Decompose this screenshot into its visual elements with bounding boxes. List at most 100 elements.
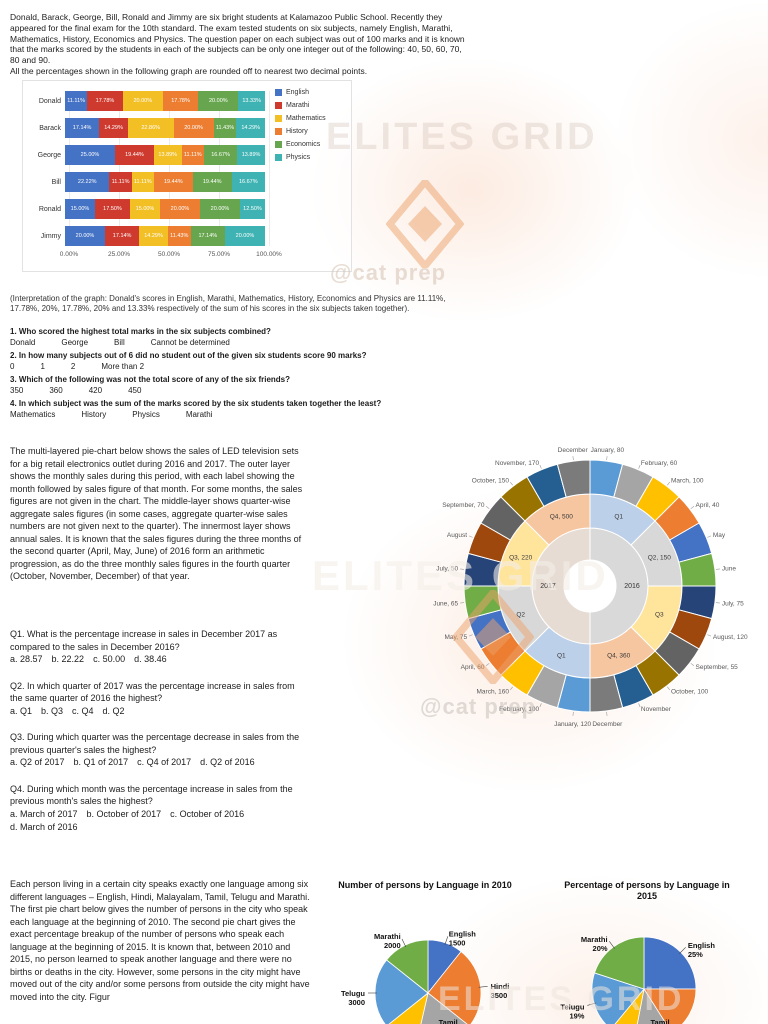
bar-category-label: Barack — [39, 124, 61, 132]
bar-row: George 25.00% 19.44% 13.89% 11.11% 16.67% 13.8… — [29, 145, 265, 165]
question-block: Q2. In which quarter of 2017 was the per… — [10, 680, 304, 718]
bar-legend: English Marathi Mathematics History Economic… — [275, 89, 326, 167]
bar-segment: 16.67% — [203, 145, 238, 165]
pie-label: Tamil — [439, 1018, 458, 1024]
axis-tick-label: 100.00% — [256, 251, 282, 258]
bar-row: Barack 17.14% 14.29% 22.86% 20.00% 11.43% 14.2… — [29, 118, 265, 138]
month-label: September, 55 — [696, 664, 739, 671]
language-2015-pie-chart: English 25% Tamil Telugu 19% Marathi 20% — [560, 935, 715, 1024]
answer-option: 0 — [10, 362, 15, 371]
leader-line — [468, 535, 473, 538]
answer-option: a. Q1 — [10, 705, 33, 716]
leader-line — [485, 663, 490, 666]
leader-line — [715, 602, 720, 604]
intro-block: Donald, Barack, George, Bill, Ronald and… — [10, 12, 466, 77]
bar-segment: 20.00% — [198, 91, 239, 111]
axis-tick-label: 0.00% — [59, 251, 79, 258]
stacked-bar-chart: Donald 11.11% 17.78% 20.00% 17.78% 20.00% 13.3… — [22, 80, 352, 272]
leader-line — [679, 947, 686, 954]
axis-tick-label: 50.00% — [157, 251, 181, 258]
answer-option: d. Q2 of 2016 — [200, 757, 255, 767]
legend-label: Economics — [286, 141, 321, 148]
legend-item: History — [275, 128, 326, 135]
question-options: a. Q2 of 2017 b. Q1 of 2017 c. Q4 of 2017 d… — [10, 756, 304, 769]
bar-segment: 11.11% — [65, 91, 88, 111]
legend-label: Physics — [286, 154, 311, 161]
legend-item: Economics — [275, 141, 326, 148]
bar-row: Bill 22.22% 11.11% 11.11% 19.44% 19.44% 16.67% — [29, 172, 265, 192]
month-label: August, 120 — [713, 634, 748, 641]
month-label: October, 150 — [472, 477, 510, 484]
bar-segment: 13.89% — [237, 145, 265, 165]
bar-segment: 15.00% — [130, 199, 160, 219]
legend-swatch — [275, 115, 282, 122]
bar-segment: 13.33% — [238, 91, 265, 111]
question-options: Donald George Bill Cannot be determined — [10, 337, 480, 348]
bar-category-label: Donald — [38, 97, 61, 105]
leader-line — [485, 506, 490, 509]
pie-label: English 1500 — [449, 930, 477, 948]
bar-segment: 12.50% — [240, 199, 265, 219]
sunburst-center-hole — [564, 560, 616, 612]
answer-option: History — [81, 410, 107, 419]
month-label: February, 100 — [499, 706, 539, 713]
answer-option: c. Q4 of 2017 — [137, 757, 192, 767]
gridline — [119, 91, 120, 246]
leader-line — [539, 464, 542, 469]
leader-line — [638, 464, 641, 469]
gridline — [69, 91, 70, 246]
month-segment — [556, 459, 591, 498]
answer-option: b. Q1 of 2017 — [73, 757, 129, 767]
language-paragraph: Each person living in a certain city spe… — [10, 879, 310, 1002]
pie-label: Tamil — [651, 1018, 670, 1024]
answer-option: Bill — [114, 338, 125, 347]
answer-option: 360 — [49, 386, 63, 395]
legend-swatch — [275, 89, 282, 96]
leader-line — [690, 663, 695, 666]
answer-option: a. Q2 of 2017 — [10, 757, 65, 767]
bar-row: Ronald 15.00% 17.50% 15.00% 20.00% 20.00% 12.5… — [29, 199, 265, 219]
quarter-label: Q1 — [614, 514, 623, 521]
bar-segment: 20.00% — [122, 91, 163, 111]
answer-option: d. 38.46 — [134, 654, 167, 664]
bar-segment: 20.00% — [160, 199, 200, 219]
answer-option: c. 50.00 — [93, 654, 126, 664]
bar-category-label: Ronald — [38, 205, 61, 213]
pie-slice — [643, 988, 697, 1024]
month-label: April, 40 — [696, 502, 720, 509]
legend-label: English — [286, 89, 309, 96]
pie-2015-title: Percentage of persons by Language in 201… — [564, 880, 730, 901]
bar-track: 20.00% 17.14% 14.29% 11.43% 17.14% 20.00% — [65, 226, 265, 246]
leader-line — [444, 936, 449, 945]
bar-segment: 25.00% — [65, 145, 115, 165]
bar-category-label: Jimmy — [40, 232, 61, 240]
month-label: November, 170 — [495, 460, 539, 467]
pie-slice — [636, 987, 667, 1024]
question-text: 3. Which of the following was not the to… — [10, 375, 291, 384]
month-label: January, 80 — [591, 447, 625, 454]
question-text: Q4. During which month was the percentag… — [10, 783, 293, 807]
answer-option: George — [61, 338, 89, 347]
leader-line — [606, 456, 608, 461]
question-text: Q3. During which quarter was the percent… — [10, 732, 300, 755]
quarter-label: Q4, 500 — [550, 514, 574, 521]
leader-line — [510, 686, 513, 691]
bar-gridlines — [69, 91, 270, 246]
year-label: 2016 — [624, 583, 640, 590]
legend-item: Mathematics — [275, 115, 326, 122]
bar-segment: 20.00% — [65, 226, 105, 246]
answer-option: a. 28.57 — [10, 654, 43, 664]
answer-option: b. October of 2017 — [86, 808, 162, 819]
quarter-label: Q3 — [655, 612, 664, 619]
pie-slice — [420, 992, 468, 1024]
question-options: 350 360 420 450 — [10, 385, 480, 396]
question-options: Mathematics History Physics Marathi — [10, 409, 480, 420]
bar-segment: 20.00% — [200, 199, 240, 219]
question-block: Q1. What is the percentage increase in s… — [10, 628, 304, 666]
bar-row: Jimmy 20.00% 17.14% 14.29% 11.43% 17.14% 20.00… — [29, 226, 265, 246]
bar-segment: 11.11% — [109, 172, 132, 192]
month-label: December — [592, 721, 623, 728]
month-label: September, 70 — [442, 502, 485, 509]
rounding-note: All the percentages shown in the followi… — [10, 65, 368, 76]
